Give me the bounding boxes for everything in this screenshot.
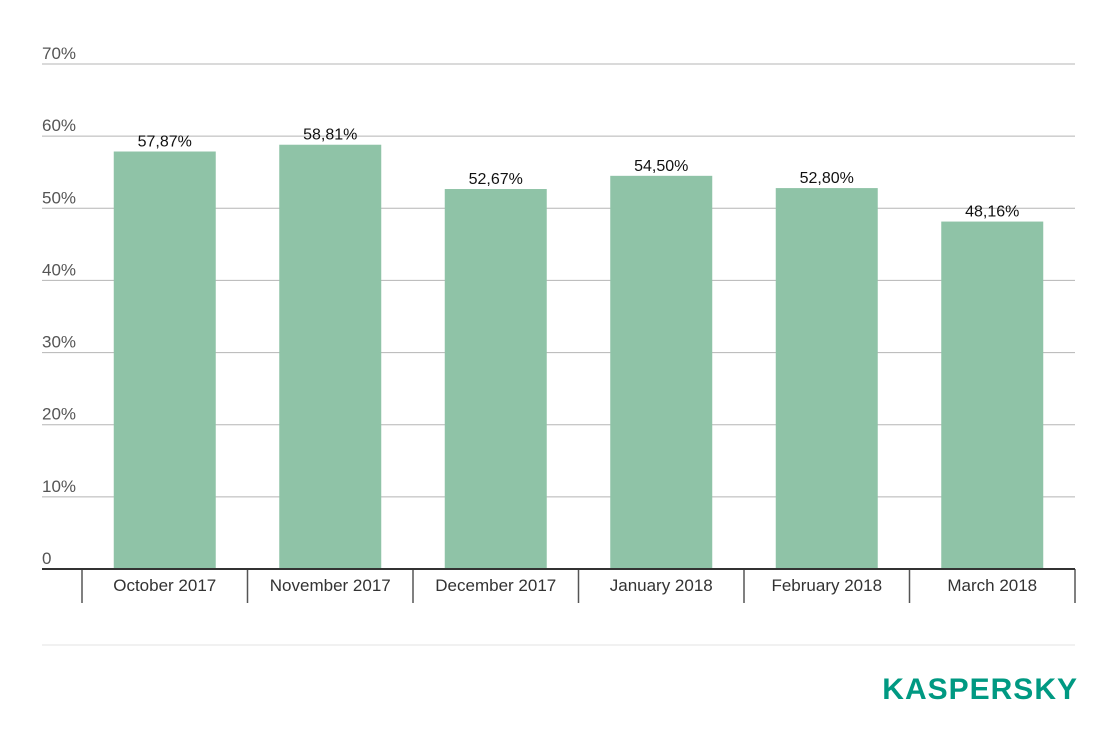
x-tick-label: November 2017 <box>270 576 391 595</box>
y-tick-label: 50% <box>42 188 76 207</box>
bar-value-label: 58,81% <box>303 127 357 144</box>
x-tick-label: January 2018 <box>610 576 713 595</box>
bar <box>279 144 382 570</box>
bar-value-label: 57,87% <box>138 134 192 151</box>
y-tick-label: 0 <box>42 549 51 568</box>
x-tick-label: December 2017 <box>435 576 556 595</box>
y-tick-label: 20% <box>42 405 76 424</box>
y-tick-label: 60% <box>42 116 76 135</box>
x-axis: October 2017 November 2017 December 2017 Ja… <box>42 568 1076 603</box>
y-tick-label: 10% <box>42 477 76 496</box>
y-tick-label: 70% <box>42 44 76 63</box>
kaspersky-lab-logo: KASPERSKY lab <box>882 670 1078 710</box>
bar <box>113 151 216 570</box>
bar-value-label: 52,80% <box>800 170 854 187</box>
bar-value-label: 52,67% <box>469 171 523 188</box>
x-tick-label: October 2017 <box>113 576 216 595</box>
bars <box>113 144 1044 570</box>
bar <box>610 175 713 570</box>
bar <box>444 189 547 570</box>
x-tick-label: February 2018 <box>771 576 882 595</box>
value-labels: 57,87% 58,81% 52,67% 54,50% 52,80% 48,16% <box>138 127 1020 221</box>
bar <box>775 188 878 570</box>
y-tick-label: 40% <box>42 260 76 279</box>
y-axis-ticks: 0 10% 20% 30% 40% 50% 60% 70% <box>42 44 76 568</box>
x-tick-label: March 2018 <box>947 576 1037 595</box>
bar-value-label: 48,16% <box>965 204 1019 221</box>
y-tick-label: 30% <box>42 333 76 352</box>
bar-value-label: 54,50% <box>634 158 688 175</box>
logo-text: KASPERSKY <box>882 673 1078 706</box>
bar <box>941 221 1044 569</box>
